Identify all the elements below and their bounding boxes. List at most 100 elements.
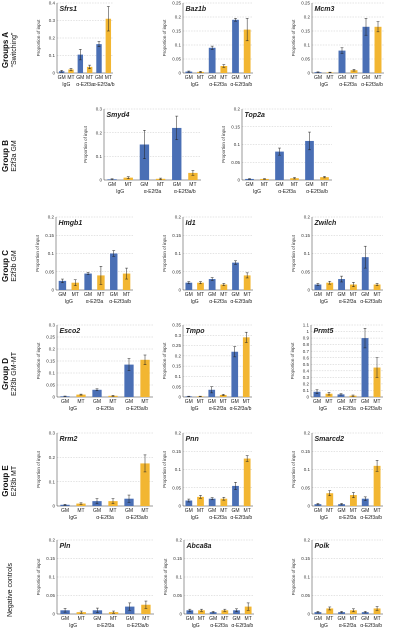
y-tick-label: 0 [307, 612, 310, 617]
category-label: α-E2f3a/b [306, 189, 328, 195]
bar-label-mt: MT [243, 399, 250, 405]
bar-label-mt: MT [141, 508, 148, 514]
bar-label-mt: MT [349, 399, 356, 405]
y-tick-label: 0 [178, 504, 181, 509]
bar-label-mt: MT [109, 508, 116, 514]
gene-title: Zwilch [314, 220, 337, 227]
bar-gm [232, 485, 239, 506]
bar-label-mt: MT [350, 292, 357, 298]
bar-label-gm: GM [338, 75, 346, 81]
category-label: α-E2f3a [339, 623, 357, 629]
bar-mt [349, 495, 357, 506]
bar-gm [185, 282, 193, 290]
y-tick-label: 0 [179, 612, 182, 617]
bar-label-mt: MT [244, 75, 251, 81]
category-label: IgG [320, 82, 328, 88]
y-tick-label: 0.15 [46, 556, 55, 561]
gene-title: Pln [60, 543, 71, 550]
bar-label-mt: MT [326, 75, 333, 81]
y-tick-label: 0.05 [45, 269, 54, 274]
y-tick-label: 0.2 [304, 431, 311, 436]
panel-tmpo: 0 0.05 0.1 0.15 0.2 0.25 0.3 0.35 Proportion of … [162, 323, 252, 412]
bar-gm [185, 500, 193, 506]
y-tick-label: 0.4 [303, 368, 310, 373]
panel-smarcd2: 0 0.05 0.1 0.15 0.2 Proportion of input Smarcd… [291, 431, 383, 521]
y-axis-label: Proportion of input [83, 125, 88, 163]
panel-id1: 0 0.05 0.1 0.15 0.2 Proportion of input Id1 GM M… [162, 215, 253, 305]
bar-label-mt: MT [109, 399, 116, 405]
category-label: α-E2f3a [338, 406, 356, 412]
bar-gm [96, 44, 102, 73]
group-label-4: Group E E2f3b MT [1, 465, 18, 497]
bar-mt [326, 493, 334, 506]
group-label-0: Groups A “Switching” [1, 32, 18, 68]
y-tick-label: 0.8 [303, 342, 310, 347]
bar-label-gm: GM [185, 399, 193, 405]
y-tick-label: 0.05 [173, 593, 182, 598]
bar-label-gm: GM [208, 508, 216, 514]
category-label: α-E2f3a/b [93, 82, 115, 88]
y-axis-label: Proportion of input [36, 342, 41, 380]
bar-mt [76, 503, 86, 506]
y-tick-label: 0.15 [231, 124, 240, 129]
category-label: α-E2f3a [339, 515, 357, 521]
bar-mt [198, 610, 205, 614]
y-tick-label: 0.2 [303, 382, 310, 387]
y-tick-label: 0.1 [49, 371, 56, 376]
gene-title: Smyd4 [107, 112, 130, 119]
bar-label-gm: GM [126, 616, 134, 622]
y-tick-label: 0.3 [96, 107, 103, 112]
bar-label-gm: GM [108, 182, 116, 188]
bar-label-gm: GM [314, 75, 322, 81]
panel-zwilch: 0 0.05 0.1 0.15 0.2 Proportion of input Zwilch… [291, 215, 383, 305]
y-tick-label: 0.15 [301, 449, 310, 454]
y-tick-label: 0 [307, 71, 310, 76]
bar-label-mt: MT [220, 75, 227, 81]
y-tick-label: 0.7 [303, 349, 310, 354]
bar-label-mt: MT [326, 292, 333, 298]
bar-label-mt: MT [86, 75, 93, 81]
bar-label-gm: GM [361, 508, 369, 514]
bar-label-mt: MT [220, 399, 227, 405]
gene-title: Pnn [186, 436, 199, 443]
gene-title: Esco2 [60, 328, 81, 335]
y-tick-label: 0.1 [304, 43, 311, 48]
bar-label-mt: MT [373, 616, 380, 622]
panel-baz1b: 0 0.05 0.1 0.15 0.2 0.25 Proportion of input Ba… [162, 1, 253, 88]
bar-label-gm: GM [338, 616, 346, 622]
y-tick-label: 0.1 [49, 479, 56, 484]
category-label: α-E2f3a [209, 82, 227, 88]
y-tick-label: 0.05 [301, 57, 310, 62]
y-tick-label: 0.1 [304, 575, 311, 580]
bar-gm [208, 498, 216, 506]
bar-label-mt: MT [78, 616, 85, 622]
bar-mt [220, 284, 228, 290]
y-axis-label: Proportion of input [162, 342, 167, 380]
panel-prmt5: 0 0.10.2 0.3 0.40.5 0.60.7 0.80.9 11.1 Proporti… [290, 323, 383, 412]
bar-gm [233, 610, 240, 614]
bar-label-gm: GM [61, 399, 69, 405]
bar-label-gm: GM [313, 399, 321, 405]
bar-label-mt: MT [197, 292, 204, 298]
bar-mt [221, 610, 229, 614]
y-tick-label: 0.15 [172, 449, 181, 454]
panel-top2a: 0 0.05 0.1 0.15 0.2 Proportion of input Top2a G… [221, 107, 332, 195]
bar-mt [219, 394, 227, 397]
y-tick-label: 0 [178, 395, 181, 400]
y-tick-label: 0.05 [172, 384, 181, 389]
bar-label-mt: MT [77, 399, 84, 405]
category-label: IgG [320, 299, 328, 305]
bar-label-mt: MT [350, 508, 357, 514]
bar-label-gm: GM [58, 75, 66, 81]
group-title: Negative controls [7, 562, 14, 617]
y-tick-label: 0.25 [301, 1, 310, 6]
category-label: α-E2f3a/b [127, 623, 149, 629]
y-tick-label: 1.1 [303, 323, 310, 328]
bar-label-gm: GM [337, 399, 345, 405]
category-label: IgG [191, 82, 199, 88]
bar-gm [208, 47, 216, 73]
bar-mt [122, 273, 131, 290]
bar-label-mt: MT [244, 508, 251, 514]
